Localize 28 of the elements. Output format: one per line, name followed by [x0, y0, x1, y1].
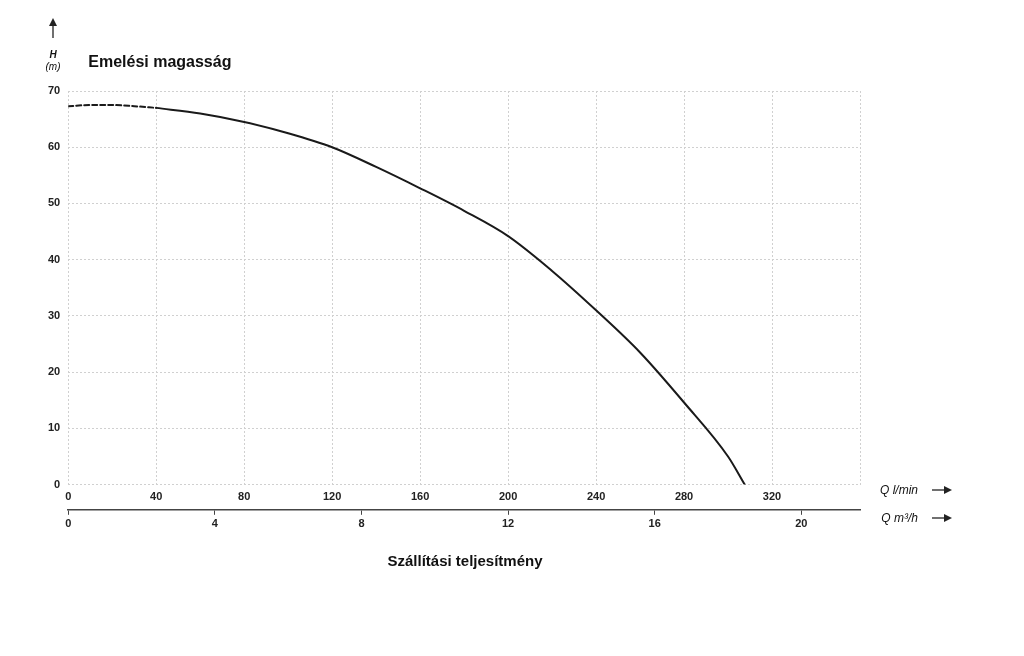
x-tick-label: 40	[150, 490, 163, 503]
x2-axis-title: Q m³/h	[881, 511, 919, 526]
y-tick-label: 0	[54, 477, 61, 490]
x2-tick-label: 12	[501, 517, 515, 530]
y-tick-label: 20	[47, 365, 61, 378]
y-tick-label: 30	[47, 308, 61, 321]
x2-tick-label: 20	[795, 517, 808, 530]
x2-tick-label: 4	[211, 517, 219, 530]
x2-tick-label: 16	[648, 517, 661, 530]
chart-title: Emelési magasság	[88, 53, 232, 71]
x2-tick-label: 8	[358, 517, 365, 530]
y-tick-label: 40	[47, 252, 61, 265]
y-tick-label: 50	[47, 196, 61, 209]
x-tick-label: 0	[65, 490, 72, 503]
x2-tick-label: 0	[65, 517, 72, 530]
x-axis-title: Q l/min	[879, 483, 919, 498]
x-tick-label: 240	[586, 490, 606, 503]
x-tick-label: 320	[762, 490, 782, 503]
x-tick-label: 280	[674, 490, 694, 503]
x-tick-label: 160	[410, 490, 430, 503]
y-axis-title: H (m)	[45, 48, 61, 72]
y-tick-label: 10	[47, 421, 61, 434]
y-tick-label: 60	[47, 140, 61, 153]
x-tick-label: 120	[322, 490, 342, 503]
y-tick-label: 70	[47, 84, 61, 97]
x-tick-label: 200	[498, 490, 518, 503]
x-tick-label: 80	[238, 490, 251, 503]
text: Szállítási teljesítmény	[387, 552, 544, 570]
